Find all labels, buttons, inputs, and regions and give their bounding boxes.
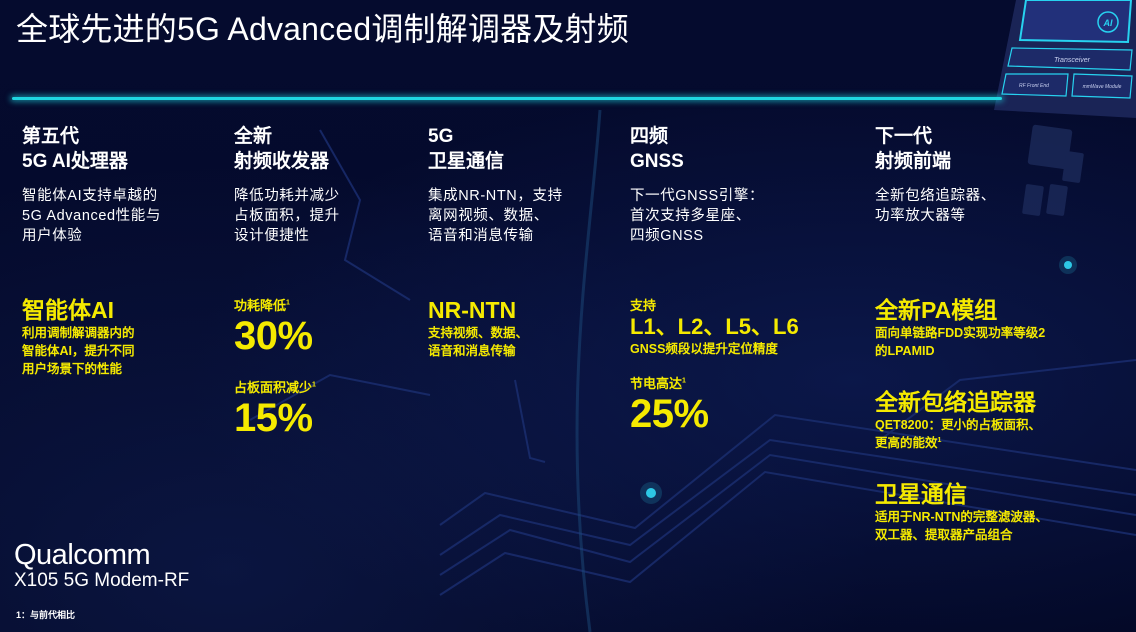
highlight-title: 智能体AI bbox=[22, 297, 114, 323]
column-description: 降低功耗并减少 占板面积，提升 设计便捷性 bbox=[234, 186, 340, 246]
column-heading-line2: GNSS bbox=[630, 151, 684, 172]
highlight-sub-line: 双工器、提取器产品组合 bbox=[875, 528, 1013, 542]
support-label: 支持 bbox=[630, 298, 657, 313]
column-heading-line1: 下一代 bbox=[875, 126, 933, 147]
column-heading-line1: 全新 bbox=[234, 126, 273, 147]
column-description: 全新包络追踪器、 功率放大器等 bbox=[875, 186, 996, 226]
desc-line: 5G Advanced性能与 bbox=[22, 208, 161, 224]
brand-block: Qualcomm X105 5G Modem-RF bbox=[14, 540, 189, 592]
desc-line: 首次支持多星座、 bbox=[630, 208, 751, 224]
highlight-pa-module: 全新PA模组 面向单链路FDD实现功率等级2 的LPAMID bbox=[875, 296, 1045, 360]
column-5g-satellite: 5G 卫星通信 集成NR-NTN，支持 离网视频、数据、 语音和消息传输 bbox=[428, 124, 563, 246]
area-reduction-value: 15% bbox=[234, 396, 313, 440]
desc-line: 集成NR-NTN，支持 bbox=[428, 188, 563, 204]
desc-line: 占板面积，提升 bbox=[234, 208, 340, 224]
column-quad-band-gnss: 四频 GNSS 下一代GNSS引擎： 首次支持多星座、 四频GNSS bbox=[630, 124, 764, 246]
desc-line: 语音和消息传输 bbox=[428, 228, 534, 244]
column-heading-line1: 四频 bbox=[630, 126, 669, 147]
desc-line: 智能体AI支持卓越的 bbox=[22, 188, 158, 204]
highlight-title: 卫星通信 bbox=[875, 481, 967, 507]
highlight-sub-line: 语音和消息传输 bbox=[428, 344, 516, 358]
power-reduction-label: 功耗降低1 bbox=[234, 298, 290, 313]
column-heading-line2: 5G AI处理器 bbox=[22, 151, 128, 172]
svg-text:Transceiver: Transceiver bbox=[1054, 57, 1091, 64]
highlight-sub-line: 智能体AI，提升不同 bbox=[22, 344, 135, 358]
column-description: 下一代GNSS引擎： 首次支持多星座、 四频GNSS bbox=[630, 186, 764, 246]
desc-line: 设计便捷性 bbox=[234, 228, 310, 244]
desc-line: 降低功耗并减少 bbox=[234, 188, 340, 204]
highlight-sub-line: 支持视频、数据、 bbox=[428, 326, 529, 340]
highlight-satellite-rf: 卫星通信 适用于NR-NTN的完整滤波器、 双工器、提取器产品组合 bbox=[875, 480, 1048, 544]
desc-line: 功率放大器等 bbox=[875, 208, 966, 224]
area-reduction-label: 占板面积减少1 bbox=[234, 380, 316, 395]
highlight-envelope-tracker: 全新包络追踪器 QET8200：更小的占板面积、 更高的能效1 bbox=[875, 388, 1041, 452]
column-rf-transceiver: 全新 射频收发器 降低功耗并减少 占板面积，提升 设计便捷性 bbox=[234, 124, 340, 246]
footnote: 1：与前代相比 bbox=[16, 610, 76, 620]
desc-line: 四频GNSS bbox=[630, 228, 704, 244]
column-heading-line2: 射频收发器 bbox=[234, 151, 330, 172]
column-description: 智能体AI支持卓越的 5G Advanced性能与 用户体验 bbox=[22, 186, 161, 246]
power-saving-label: 节电高达1 bbox=[630, 376, 686, 391]
column-rf-front-end: 下一代 射频前端 全新包络追踪器、 功率放大器等 bbox=[875, 124, 996, 226]
power-saving-value: 25% bbox=[630, 392, 709, 436]
desc-line: 离网视频、数据、 bbox=[428, 208, 549, 224]
highlight-gnss-bands: 支持 L1、L2、L5、L6 GNSS频段以提升定位精度 节电高达1 25% bbox=[630, 298, 799, 436]
column-heading-line1: 第五代 bbox=[22, 126, 80, 147]
highlight-title: 全新PA模组 bbox=[875, 297, 998, 323]
gnss-bands-sub: GNSS频段以提升定位精度 bbox=[630, 342, 778, 356]
modem-chip-graphic: AI Transceiver RF Front End mmWave Modul… bbox=[986, 0, 1136, 118]
highlight-sub-line: 用户场景下的性能 bbox=[22, 362, 123, 376]
highlight-agentic-ai: 智能体AI 利用调制解调器内的 智能体AI，提升不同 用户场景下的性能 bbox=[22, 296, 135, 378]
qualcomm-logo: Qualcomm bbox=[14, 539, 151, 571]
column-heading-line1: 5G bbox=[428, 126, 454, 147]
svg-text:mmWave Module: mmWave Module bbox=[1083, 84, 1122, 90]
highlight-title: NR-NTN bbox=[428, 297, 517, 323]
svg-text:AI: AI bbox=[1103, 18, 1113, 28]
highlight-title: 全新包络追踪器 bbox=[875, 389, 1036, 415]
svg-text:RF Front End: RF Front End bbox=[1019, 83, 1049, 89]
highlight-transceiver-stats: 功耗降低1 30% 占板面积减少1 15% bbox=[234, 298, 316, 440]
highlight-sub-line: QET8200：更小的占板面积、 bbox=[875, 418, 1042, 432]
title-divider bbox=[12, 97, 1002, 100]
power-reduction-value: 30% bbox=[234, 314, 313, 358]
highlight-sub-line: 利用调制解调器内的 bbox=[22, 326, 135, 340]
desc-line: 用户体验 bbox=[22, 228, 83, 244]
slide-title: 全球先进的5G Advanced调制解调器及射频 bbox=[16, 11, 629, 47]
gnss-bands: L1、L2、L5、L6 bbox=[630, 314, 799, 339]
highlight-sub-line: 的LPAMID bbox=[875, 344, 935, 358]
column-heading-line2: 射频前端 bbox=[875, 151, 952, 172]
highlight-nr-ntn: NR-NTN 支持视频、数据、 语音和消息传输 bbox=[428, 296, 528, 360]
highlight-sub-line: 适用于NR-NTN的完整滤波器、 bbox=[875, 510, 1048, 524]
product-name: X105 5G Modem-RF bbox=[14, 570, 190, 591]
highlight-sub-line: 更高的能效1 bbox=[875, 436, 942, 450]
column-description: 集成NR-NTN，支持 离网视频、数据、 语音和消息传输 bbox=[428, 186, 563, 246]
highlight-sub-line: 面向单链路FDD实现功率等级2 bbox=[875, 326, 1046, 340]
column-heading-line2: 卫星通信 bbox=[428, 151, 505, 172]
column-ai-processor: 第五代 5G AI处理器 智能体AI支持卓越的 5G Advanced性能与 用… bbox=[22, 124, 161, 246]
desc-line: 全新包络追踪器、 bbox=[875, 188, 996, 204]
desc-line: 下一代GNSS引擎： bbox=[630, 188, 765, 204]
